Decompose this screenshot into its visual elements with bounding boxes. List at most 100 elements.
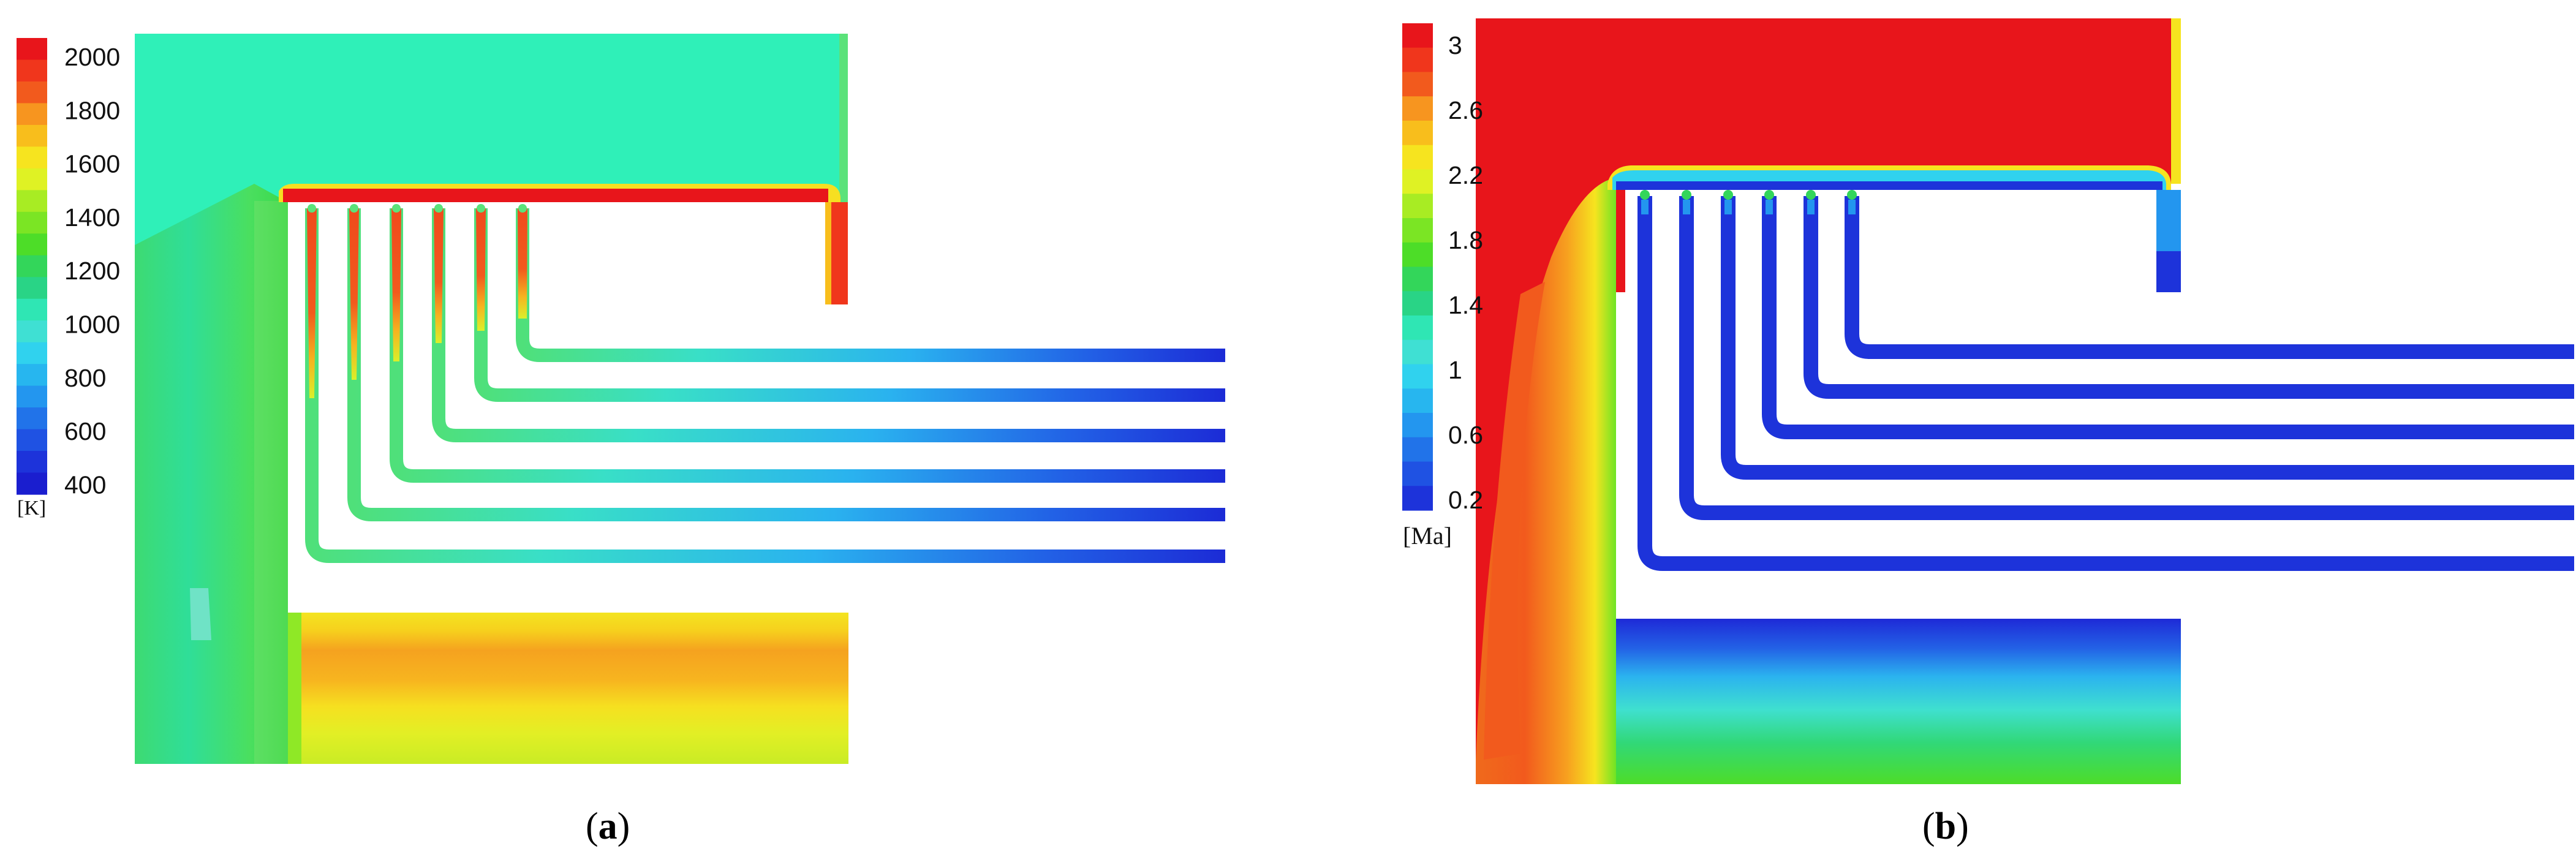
mach-colorbar-swatch [1402, 486, 1433, 511]
mach-colorbar-tick-label: 0.2 [1448, 486, 1483, 514]
manifold-core [283, 189, 828, 202]
mach-colorbar-swatch [1402, 364, 1433, 389]
mach-tube-6 [1637, 196, 2574, 571]
caption-letter: a [598, 806, 618, 847]
mach-colorbar-tick-label: 1.4 [1448, 291, 1483, 319]
caption-close-paren: ) [1956, 806, 1969, 847]
temperature-colorbar-swatch [17, 38, 47, 61]
temperature-colorbar-swatch [17, 59, 47, 82]
temperature-colorbar-swatch [17, 385, 47, 408]
mach-tube-4 [1721, 196, 2574, 480]
mach-bottom-chamber [1616, 619, 2181, 784]
mach-colorbar-swatch [1402, 194, 1433, 219]
caption-open-paren: ( [1922, 806, 1935, 847]
tube-2 [474, 208, 1225, 402]
temperature-colorbar-swatch [17, 429, 47, 451]
temperature-colorbar-swatch [17, 407, 47, 430]
tube-5 [347, 208, 1225, 521]
mach-colorbar-swatch [1402, 413, 1433, 438]
mach-tube-3 [1762, 196, 2574, 439]
mach-colorbar [1402, 23, 1433, 511]
temperature-colorbar-swatch [17, 255, 47, 278]
temperature-colorbar-swatch [17, 190, 47, 213]
mach-unit-label: [Ma] [1403, 522, 1452, 550]
mach-colorbar-tick-label: 3 [1448, 31, 1462, 59]
mach-manifold-core [1616, 181, 2162, 190]
temperature-colorbar-swatch [17, 298, 47, 321]
mach-colorbar-swatch [1402, 23, 1433, 48]
tube-6 [305, 208, 1225, 563]
mach-tube-2 [1804, 196, 2574, 399]
mach-left-wall-lobe [1484, 282, 1545, 760]
mach-colorbar-swatch [1402, 121, 1433, 146]
temperature-contour-panel: 2000 1800 1600 1400 1200 1000 800 600 400 [K] (a… [17, 34, 1225, 845]
mach-colorbar-swatch [1402, 96, 1433, 121]
temperature-colorbar-swatch [17, 320, 47, 343]
nozzle-flames [307, 208, 527, 398]
temperature-colorbar-tick-label: 1800 [64, 96, 120, 124]
mach-tube-5 [1679, 196, 2574, 520]
mach-contour-figure: 3 2.6 2.2 1.8 1.4 1 0.6 0.2 [Ma] [1402, 18, 2574, 784]
temperature-colorbar-ticks: 2000 1800 1600 1400 1200 1000 800 600 400 [64, 43, 120, 499]
temperature-colorbar-swatch [17, 233, 47, 256]
temperature-colorbar-tick-label: 600 [64, 417, 106, 445]
temperature-colorbar [17, 38, 47, 495]
tube-1 [516, 208, 1225, 362]
mach-colorbar-tick-label: 2.2 [1448, 161, 1483, 189]
temperature-colorbar-swatch [17, 277, 47, 300]
mach-colorbar-swatch [1402, 315, 1433, 341]
left-wall-hot-spot [190, 588, 211, 640]
mach-colorbar-swatch [1402, 242, 1433, 268]
mach-colorbar-swatch [1402, 437, 1433, 463]
temperature-contour-figure: 2000 1800 1600 1400 1200 1000 800 600 400 [K] [17, 34, 1225, 764]
mach-colorbar-swatch [1402, 218, 1433, 243]
mach-right-wall-layer [2171, 18, 2181, 184]
temperature-colorbar-tick-label: 1600 [64, 150, 120, 178]
mach-cooling-tubes [1637, 196, 2574, 571]
mach-colorbar-swatch [1402, 461, 1433, 486]
mach-colorbar-tick-label: 1 [1448, 356, 1462, 384]
mach-colorbar-swatch [1402, 388, 1433, 414]
nozzle-tips [308, 204, 527, 213]
mach-colorbar-swatch [1402, 339, 1433, 365]
temperature-unit-label: [K] [17, 497, 46, 519]
temperature-colorbar-swatch [17, 124, 47, 147]
caption-close-paren: ) [617, 806, 630, 847]
manifold-outlet-edge [825, 202, 831, 304]
mach-colorbar-ticks: 3 2.6 2.2 1.8 1.4 1 0.6 0.2 [1448, 31, 1483, 514]
temperature-colorbar-swatch [17, 472, 47, 495]
temperature-colorbar-tick-label: 2000 [64, 43, 120, 71]
mach-colorbar-swatch [1402, 72, 1433, 97]
mach-nozzle-throats [1641, 200, 1856, 214]
mach-colorbar-swatch [1402, 266, 1433, 292]
mach-manifold-outlet-core [2156, 251, 2181, 292]
temperature-colorbar-swatch [17, 451, 47, 474]
temperature-colorbar-tick-label: 1400 [64, 203, 120, 232]
panel-b-caption: (b) [1922, 807, 1969, 845]
mach-contour-panel: 3 2.6 2.2 1.8 1.4 1 0.6 0.2 [Ma] (b) [1288, 0, 2576, 865]
mach-colorbar-tick-label: 2.6 [1448, 96, 1483, 124]
bottom-chamber-edge [288, 613, 301, 764]
temperature-colorbar-swatch [17, 364, 47, 387]
mach-colorbar-swatch [1402, 291, 1433, 316]
tube-4 [390, 208, 1225, 483]
mach-colorbar-swatch [1402, 145, 1433, 170]
caption-letter: b [1935, 806, 1957, 847]
mach-colorbar-tick-label: 0.6 [1448, 421, 1483, 449]
temperature-colorbar-tick-label: 800 [64, 364, 106, 392]
temperature-colorbar-tick-label: 1200 [64, 257, 120, 285]
mach-tube-1 [1845, 196, 2574, 359]
cooling-tubes [305, 204, 1225, 563]
mach-nozzle-tips [1640, 190, 1857, 200]
mach-colorbar-swatch [1402, 169, 1433, 194]
left-wall-layer [135, 184, 288, 764]
bottom-chamber [288, 613, 848, 764]
temperature-colorbar-swatch [17, 146, 47, 169]
temperature-colorbar-swatch [17, 81, 47, 104]
panel-a-caption: (a) [586, 807, 630, 845]
mach-colorbar-swatch [1402, 47, 1433, 73]
mach-colorbar-tick-label: 1.8 [1448, 226, 1483, 254]
temperature-colorbar-swatch [17, 211, 47, 234]
temperature-colorbar-tick-label: 1000 [64, 311, 120, 339]
temperature-colorbar-swatch [17, 168, 47, 191]
